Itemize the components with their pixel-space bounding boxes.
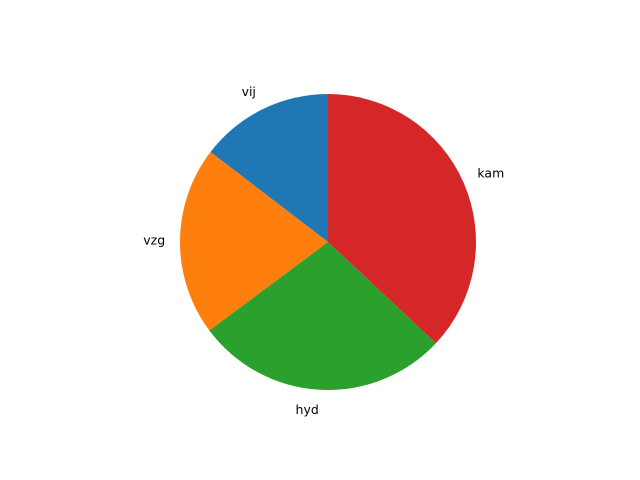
pie-slice-vzg (180, 152, 328, 331)
pie-slice-kam (328, 94, 476, 344)
pie-label-vzg: vzg (143, 232, 165, 247)
pie-slice-hyd (209, 242, 436, 390)
pie-slices (180, 94, 476, 390)
pie-label-vij: vij (242, 84, 256, 99)
pie-label-hyd: hyd (296, 402, 319, 417)
pie-label-kam: kam (477, 165, 504, 180)
pie-slice-vij (210, 94, 328, 242)
pie-labels: vij vzg hyd kam (143, 84, 504, 417)
